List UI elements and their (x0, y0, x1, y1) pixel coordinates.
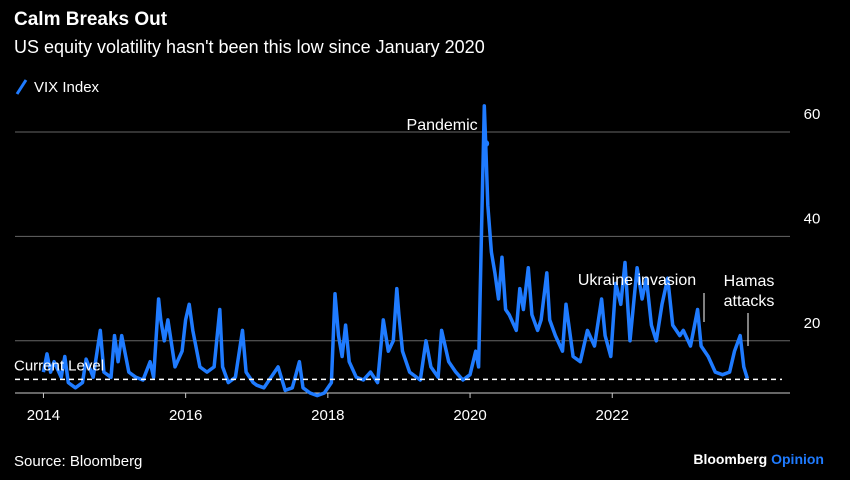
brand: Bloomberg Opinion (693, 451, 824, 467)
annotation-label: Hamas (724, 273, 775, 290)
y-tick-label: 60 (804, 106, 821, 123)
x-tick-label: 2016 (169, 407, 202, 424)
annotation-label: Ukraine invasion (578, 272, 696, 289)
current-level-label: Current Level (14, 357, 104, 374)
source: Source: Bloomberg (14, 453, 142, 470)
series-line (41, 104, 749, 398)
chart-subtitle: US equity volatility hasn't been this lo… (14, 37, 485, 57)
x-tick-label: 2014 (27, 407, 60, 424)
legend-swatch (15, 79, 28, 95)
legend-label: VIX Index (34, 79, 100, 96)
brand-suffix: Opinion (771, 451, 824, 467)
x-tick-label: 2020 (453, 407, 486, 424)
chart-title: Calm Breaks Out (14, 9, 168, 30)
annotation-dot (482, 140, 490, 148)
x-tick-label: 2022 (596, 407, 629, 424)
annotation-label: Pandemic (407, 117, 478, 134)
annotation-label: attacks (724, 293, 775, 310)
brand-name: Bloomberg (693, 451, 767, 467)
y-tick-label: 40 (804, 210, 821, 227)
y-tick-label: 20 (804, 315, 821, 332)
x-tick-label: 2018 (311, 407, 344, 424)
